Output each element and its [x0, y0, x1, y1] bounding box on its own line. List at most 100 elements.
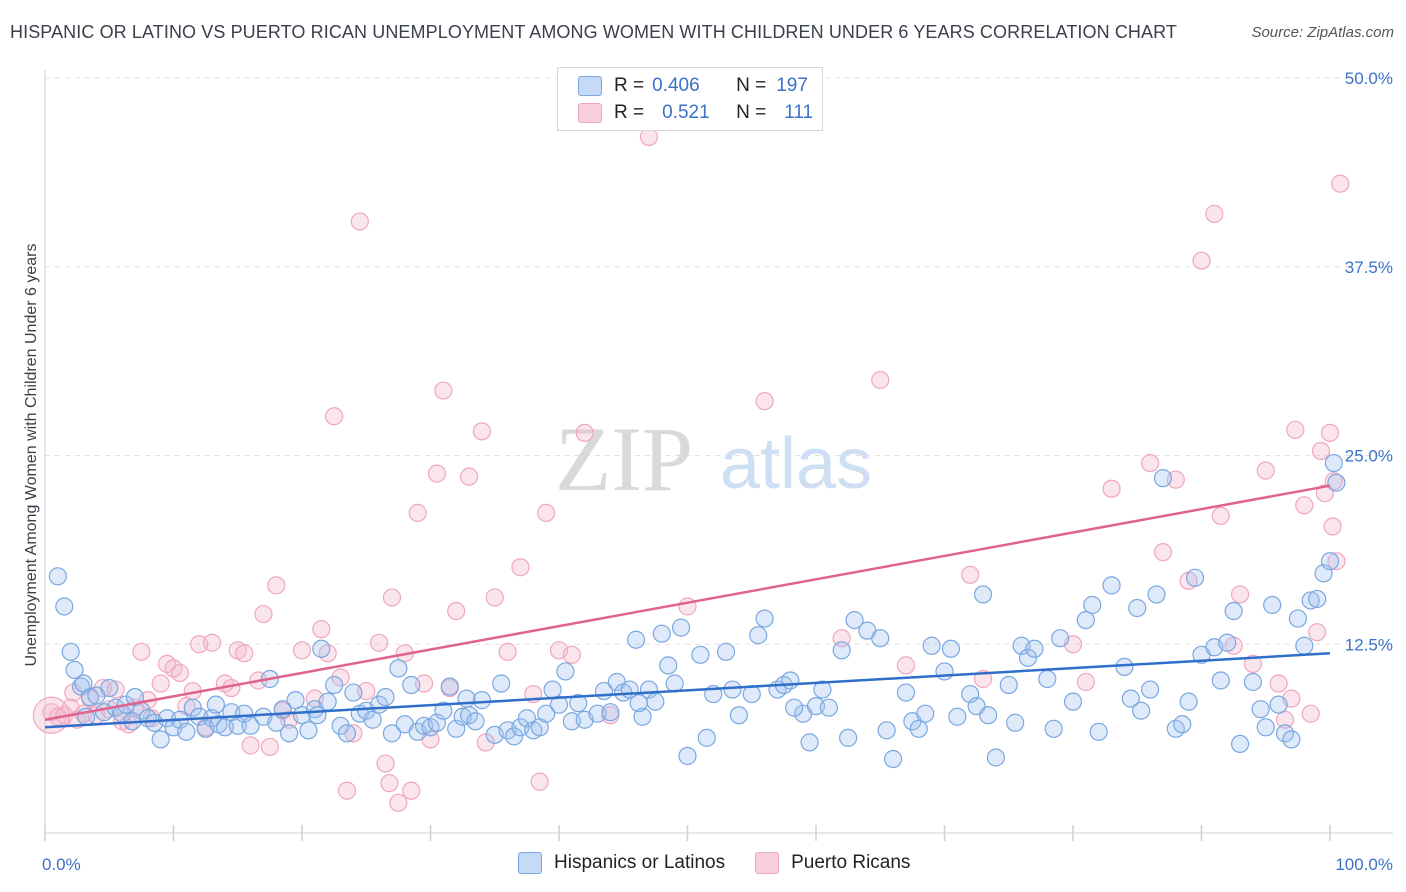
data-point-hispanic [55, 597, 74, 616]
legend-swatch-blue [518, 852, 542, 874]
data-point-hispanic [71, 677, 91, 696]
data-point-hispanic [916, 704, 935, 723]
data-point-puerto-rican [447, 601, 466, 621]
data-point-hispanic [549, 695, 569, 714]
data-point-hispanic [1147, 585, 1166, 604]
data-point-hispanic [183, 698, 202, 717]
data-point-puerto-rican [1205, 204, 1224, 223]
legend-r-value: 0.406 [652, 75, 700, 96]
data-point-hispanic [999, 675, 1018, 695]
data-point-hispanic [434, 701, 453, 720]
data-point-hispanic [626, 630, 646, 649]
data-point-puerto-rican [1327, 552, 1346, 571]
legend-swatch-pink [755, 852, 780, 874]
data-point-hispanic [883, 749, 903, 769]
data-point-puerto-rican [1230, 585, 1250, 604]
data-point-hispanic [1044, 719, 1063, 738]
data-point-puerto-rican [312, 620, 331, 639]
watermark-zip: ZIP [555, 408, 693, 510]
data-point-hispanic [331, 716, 350, 735]
data-point-puerto-rican [1320, 423, 1340, 442]
data-point-hispanic [1185, 568, 1205, 587]
data-point-hispanic [376, 687, 395, 707]
data-point-hispanic [1301, 591, 1320, 610]
data-point-hispanic [1320, 552, 1340, 571]
data-point-hispanic [61, 642, 80, 661]
data-point-hispanic [1288, 609, 1307, 628]
data-point-hispanic [877, 721, 896, 740]
y-tick-label: 50.0% [1345, 69, 1393, 88]
data-point-hispanic [337, 724, 357, 743]
data-point-hispanic [1295, 636, 1314, 655]
data-point-hispanic [948, 707, 967, 726]
data-point-hispanic [440, 677, 459, 696]
data-point-hispanic [402, 675, 421, 695]
data-point-hispanic [729, 706, 749, 725]
data-point-puerto-rican [1102, 479, 1121, 498]
data-point-hispanic [1128, 598, 1147, 618]
trend-lines [44, 484, 1331, 729]
legend-label-puerto-ricans: Puerto Ricans [791, 852, 911, 873]
data-point-puerto-rican [235, 644, 254, 663]
legend-n-label: N = [736, 102, 767, 123]
watermark-atlas: atlas [720, 424, 872, 504]
data-point-hispanic [363, 710, 382, 729]
data-point-puerto-rican [1269, 674, 1288, 693]
data-point-hispanic [800, 733, 819, 752]
data-point-puerto-rican [1323, 517, 1342, 536]
data-point-puerto-rican [241, 736, 260, 755]
legend-r-label: R = [614, 75, 645, 96]
x-tick-label-right: 100.0% [1335, 855, 1393, 874]
data-point-puerto-rican [202, 633, 222, 652]
data-point-puerto-rican [1286, 420, 1305, 439]
x-tick-label-left: 0.0% [42, 855, 81, 874]
data-point-hispanic [543, 680, 562, 699]
trend-line-puerto-ricans [44, 484, 1331, 721]
data-point-hispanic [1230, 734, 1250, 754]
legend-n-value: 197 [776, 75, 808, 96]
data-point-puerto-rican [267, 576, 286, 595]
data-point-puerto-rican [1192, 251, 1211, 270]
data-point-hispanic [65, 660, 84, 680]
data-point-hispanic [633, 707, 652, 726]
data-point-puerto-rican [896, 656, 916, 675]
data-point-hispanic [1153, 469, 1173, 488]
data-point-puerto-rican [325, 407, 344, 426]
data-point-puerto-rican [472, 422, 491, 441]
data-point-puerto-rican [485, 588, 504, 607]
data-point-hispanic [973, 585, 993, 604]
data-point-hispanic [1243, 672, 1263, 692]
data-point-hispanic [691, 645, 710, 664]
data-point-hispanic [280, 724, 299, 743]
data-point-puerto-rican [408, 503, 427, 522]
data-point-puerto-rican [350, 212, 369, 231]
data-point-hispanic [941, 639, 961, 658]
data-point-hispanic [1115, 657, 1134, 677]
data-point-hispanic [871, 629, 890, 648]
data-point-puerto-rican [389, 793, 408, 812]
data-point-hispanic [241, 716, 260, 735]
data-point-hispanic [206, 695, 226, 714]
data-point-hispanic [308, 706, 327, 725]
data-point-hispanic [646, 692, 665, 711]
data-point-puerto-rican [1331, 174, 1350, 193]
data-point-hispanic [659, 656, 678, 675]
data-point-puerto-rican [382, 588, 402, 607]
data-point-hispanic [839, 728, 858, 747]
data-point-puerto-rican [1256, 461, 1275, 480]
data-point-puerto-rican [1315, 484, 1334, 503]
data-point-puerto-rican [106, 680, 125, 699]
data-point-hispanic [832, 641, 851, 660]
data-point-hispanic [1218, 633, 1237, 652]
data-point-puerto-rican [1153, 543, 1173, 562]
legend-n-value: 111 [784, 102, 814, 123]
data-point-hispanic [556, 662, 575, 681]
data-point-puerto-rican [537, 503, 556, 522]
data-point-hispanic [813, 680, 832, 699]
data-point-hispanic [1140, 680, 1160, 699]
data-point-hispanic [151, 730, 170, 749]
data-point-hispanic [1324, 453, 1343, 473]
data-point-hispanic [1179, 692, 1198, 711]
data-point-puerto-rican [376, 754, 395, 773]
